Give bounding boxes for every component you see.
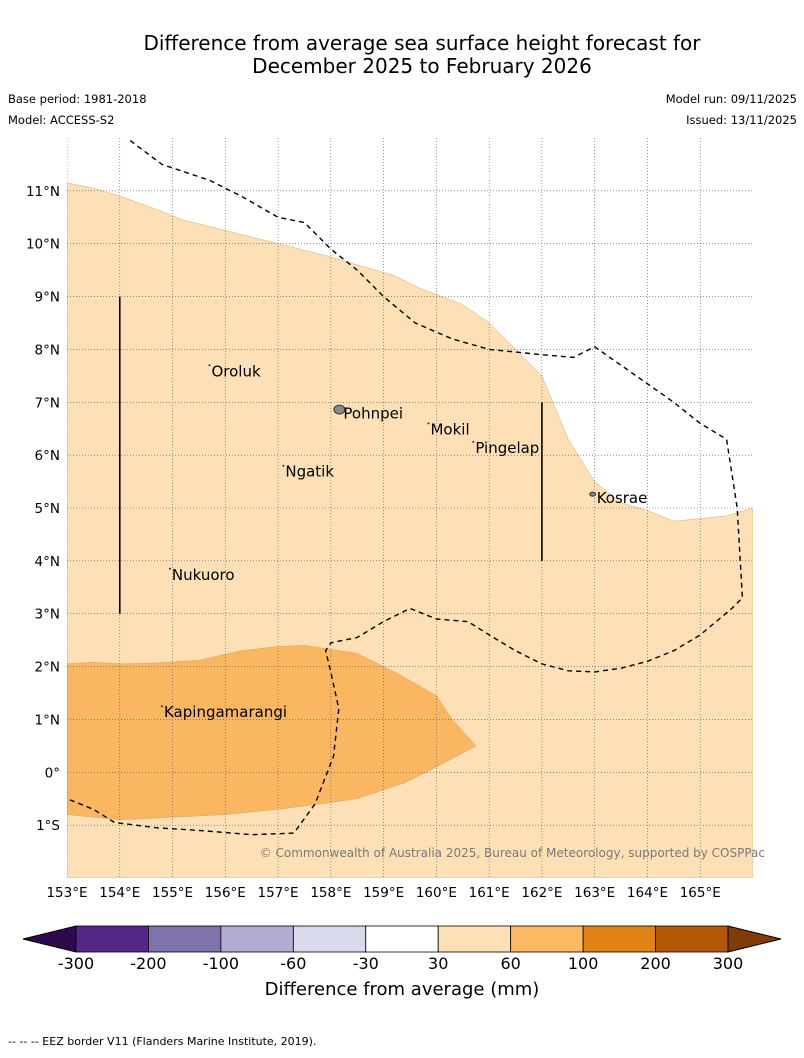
colorbar-segment: [292, 925, 367, 953]
lon-tick-label: 156°E: [205, 885, 246, 901]
colorbar-tick-label: -300: [58, 954, 94, 973]
base-period: Base period: 1981-2018: [8, 92, 147, 106]
eez-footnote: -- -- -- EEZ border V11 (Flanders Marine…: [8, 1035, 317, 1048]
lon-tick-label: 162°E: [521, 885, 562, 901]
place-label-ngatik: Ngatik: [285, 463, 334, 481]
graticule: [67, 138, 753, 878]
copyright-notice: © Commonwealth of Australia 2025, Bureau…: [260, 846, 765, 860]
colorbar-segment: [582, 925, 656, 953]
colorbar-tick-label: -30: [353, 954, 379, 973]
lon-tick-label: 159°E: [363, 885, 404, 901]
colorbar-segment: [75, 925, 149, 953]
island-kapingamarangi: [160, 705, 163, 708]
lon-tick-label: 157°E: [258, 885, 299, 901]
lat-tick-label: 3°N: [35, 607, 60, 623]
colorbar-tick-label: -200: [130, 954, 166, 973]
title-line-1: Difference from average sea surface heig…: [143, 31, 701, 55]
island-pohnpei: [333, 404, 346, 415]
place-label-pingelap: Pingelap: [475, 439, 539, 457]
title-line-2: December 2025 to February 2026: [252, 54, 592, 78]
place-label-pohnpei: Pohnpei: [343, 405, 403, 423]
lat-tick-label: 11°N: [26, 184, 60, 200]
lat-tick-label: 6°N: [35, 448, 60, 464]
colorbar-segment: [220, 925, 294, 953]
colorbar-segment: [510, 925, 584, 953]
lon-tick-label: 153°E: [46, 885, 87, 901]
lat-tick-label: 7°N: [35, 395, 60, 411]
colorbar-tick-label: 60: [500, 954, 520, 973]
lon-tick-label: 164°E: [627, 885, 668, 901]
lat-tick-label: 9°N: [35, 290, 60, 306]
place-label-kapingamarangi: Kapingamarangi: [164, 703, 287, 721]
map-plot-area: [67, 182, 753, 878]
model-name: Model: ACCESS-S2: [8, 113, 115, 127]
lon-tick-label: 158°E: [310, 885, 351, 901]
lat-tick-label: 1°S: [36, 818, 60, 834]
place-label-nukuoro: Nukuoro: [172, 566, 235, 584]
colorbar-segment: [655, 925, 729, 953]
lon-tick-label: 165°E: [680, 885, 721, 901]
colorbar-tick-label: 100: [568, 954, 599, 973]
colorbar-label: Difference from average (mm): [265, 979, 540, 1000]
island-ngatik: [282, 464, 285, 467]
sea-level-map: Oroluk Pohnpei Mokil Pingelap Ngatik Kosrae Nu…: [22, 138, 782, 1000]
issued-date: Issued: 13/11/2025: [686, 113, 797, 127]
colorbar-segment: [148, 925, 222, 953]
place-label-kosrae: Kosrae: [597, 489, 648, 507]
island-kosrae: [589, 491, 597, 497]
place-label-mokil: Mokil: [430, 420, 469, 438]
colorbar-segment: [365, 925, 439, 953]
colorbar-extend-high: [727, 925, 782, 953]
island-nukuoro: [168, 567, 171, 570]
eez-border-line: [67, 140, 744, 836]
lat-tick-label: 10°N: [26, 237, 60, 253]
lon-tick-label: 160°E: [416, 885, 457, 901]
island-pingelap: [472, 440, 475, 443]
lat-tick-label: 4°N: [35, 554, 60, 570]
lon-tick-label: 155°E: [152, 885, 193, 901]
lon-tick-label: 163°E: [574, 885, 615, 901]
lat-tick-label: 5°N: [35, 501, 60, 517]
lon-tick-label: 154°E: [99, 885, 140, 901]
colorbar-tick-label: 30: [428, 954, 448, 973]
colorbar: -300 -200 -100 -60 -30 30 60 100 200 300 Differenc…: [22, 925, 782, 1000]
island-mokil: [427, 422, 430, 425]
colorbar-extend-low: [22, 925, 77, 953]
lon-tick-label: 161°E: [469, 885, 510, 901]
colorbar-tick-label: 300: [713, 954, 744, 973]
island-oroluk: [208, 364, 211, 367]
lat-tick-label: 2°N: [35, 660, 60, 676]
colorbar-tick-label: -60: [280, 954, 306, 973]
map-labels: Oroluk Pohnpei Mokil Pingelap Ngatik Kosrae Nu…: [26, 184, 765, 901]
chart-title: Difference from average sea surface heig…: [40, 32, 804, 78]
map-overlay: [67, 140, 744, 836]
place-label-oroluk: Oroluk: [211, 362, 260, 380]
colorbar-tick-label: -100: [203, 954, 239, 973]
lat-tick-label: 0°: [45, 765, 60, 781]
region-anomaly-60-100: [67, 645, 477, 821]
colorbar-tick-label: 200: [640, 954, 671, 973]
lat-tick-label: 8°N: [35, 342, 60, 358]
model-run: Model run: 09/11/2025: [665, 92, 797, 106]
lat-tick-label: 1°N: [35, 712, 60, 728]
colorbar-segment: [437, 925, 512, 953]
